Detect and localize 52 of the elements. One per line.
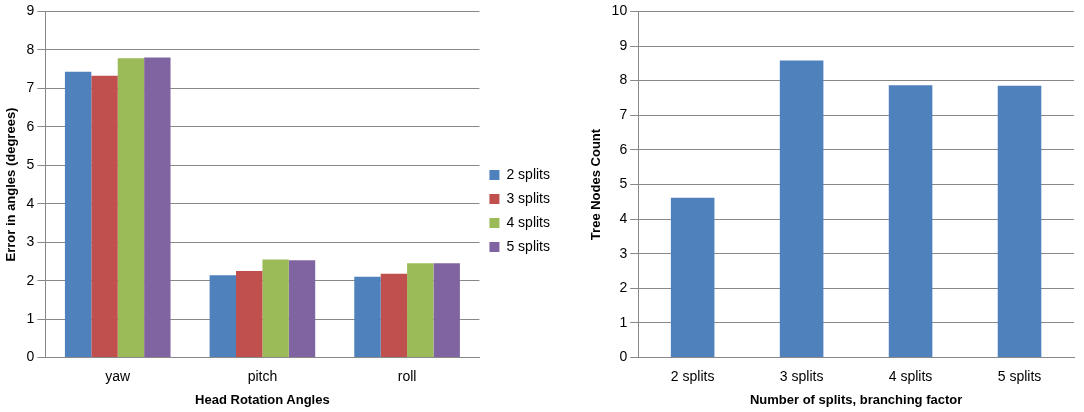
x-tick-label: pitch [247,367,278,384]
x-tick-label: 3 splits [779,367,824,384]
y-tick-label: 7 [26,79,35,96]
legend-label: 5 splits [506,237,551,254]
y-tick-label: 3 [619,244,628,261]
bar [209,275,236,358]
x-tick-label: 2 splits [670,367,715,384]
y-tick-label: 3 [26,233,35,250]
y-axis-title: Tree Nodes Count [588,128,604,241]
y-tick-label: 1 [26,309,35,326]
y-tick-label: 10 [611,2,628,19]
y-tick-label: 2 [26,271,35,288]
y-tick-label: 2 [619,279,628,296]
legend-label: 2 splits [506,165,551,182]
y-tick-label: 9 [619,36,628,53]
y-tick-label: 5 [619,175,628,192]
bar [380,273,408,358]
bar [779,60,824,358]
y-tick-label: 8 [619,71,628,88]
y-tick-label: 1 [619,313,628,330]
y-axis-title: Error in angles (degrees) [3,107,19,262]
bar [670,197,715,358]
bar [888,85,933,358]
x-tick-label: yaw [105,367,132,384]
y-tick-label: 7 [619,106,628,123]
x-axis-title: Number of splits, branching factor [749,391,963,407]
bar [144,57,171,358]
y-tick-label: 6 [619,140,628,157]
bar [354,276,381,358]
bar [997,85,1042,358]
x-tick-label: 5 splits [997,367,1042,384]
x-tick-label: roll [397,367,417,384]
bar [117,58,145,358]
y-tick-label: 0 [619,348,628,365]
bar [91,75,118,358]
y-tick-label: 4 [619,209,628,226]
x-axis-title: Head Rotation Angles [195,391,330,407]
bar [262,259,289,358]
bar [288,260,316,358]
y-tick-label: 6 [26,117,35,134]
y-tick-label: 9 [26,2,35,19]
y-tick-label: 5 [26,156,35,173]
bar [433,263,460,358]
y-tick-label: 0 [26,348,35,365]
y-tick-label: 4 [26,194,35,211]
legend-label: 3 splits [506,189,551,206]
x-tick-label: 4 splits [888,367,933,384]
legend-label: 4 splits [506,213,551,230]
bar [64,71,92,358]
bar [236,271,263,358]
bar [407,263,434,358]
y-tick-label: 8 [26,40,35,57]
